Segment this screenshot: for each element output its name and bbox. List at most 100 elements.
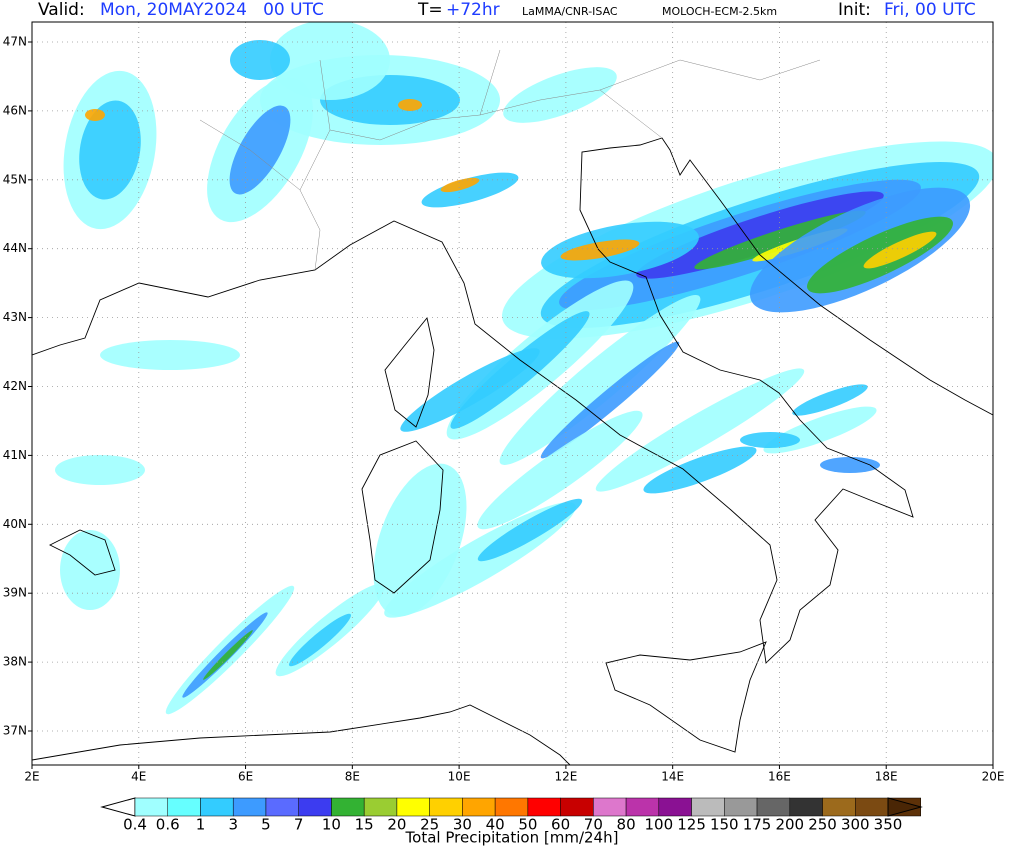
colorbar-label: 3 (228, 816, 238, 834)
colorbar-box (200, 797, 234, 817)
precip-area (230, 40, 290, 80)
colorbar-label: 175 (743, 816, 772, 834)
colorbar-box (658, 797, 692, 817)
lon-label: 10E (448, 770, 471, 784)
lon-label: 4E (131, 770, 146, 784)
colorbar-label: 250 (808, 816, 837, 834)
precip-area (477, 410, 643, 530)
precip-area (560, 239, 640, 261)
colorbar-label: 15 (355, 816, 374, 834)
colorbar-box (462, 797, 496, 817)
colorbar-end (100, 797, 136, 817)
init-label: Init: (838, 0, 871, 20)
colorbar-label: 70 (584, 816, 603, 834)
colorbar-box (494, 797, 529, 817)
colorbar-box (331, 797, 365, 817)
precip-area (270, 22, 390, 100)
source: LaMMA/CNR-ISAC (522, 5, 618, 18)
colorbar-label: 150 (710, 816, 739, 834)
colorbar-box (625, 797, 660, 817)
colorbar-label: 7 (294, 816, 304, 834)
precip-area (55, 455, 145, 485)
colorbar: 0.4 0.6 1 3 5 7 10 15 20 25 30 40 50 60 70 80 100 125 150 1… (100, 797, 923, 834)
colorbar-label: 0.6 (156, 816, 180, 834)
graticule: 47N 46N 45N 44N 43N 42N 41N 40N 39N 38N 37N 2E 4E 6E 8… (3, 22, 1004, 784)
borders (199, 49, 821, 271)
lat-label: 46N (3, 103, 27, 117)
precip-area (792, 384, 868, 416)
colorbar-label: 350 (874, 816, 903, 834)
colorbar-box (232, 797, 267, 817)
precip-area (499, 295, 701, 465)
colorbar-box (691, 797, 725, 817)
precip-area (440, 177, 480, 193)
precip-area (203, 630, 253, 680)
lon-label: 6E (238, 770, 253, 784)
colorbar-box (167, 797, 201, 817)
lat-label: 43N (3, 310, 27, 324)
colorbar-box (593, 797, 627, 817)
colorbar-label: 60 (551, 816, 570, 834)
coastlines (32, 49, 993, 765)
lon-label: 18E (875, 770, 898, 784)
colorbar-label: 100 (645, 816, 674, 834)
lon-label: 2E (24, 770, 39, 784)
precip-area (503, 67, 617, 123)
valid-time: Mon, 20MAY2024 00 UTC (100, 0, 324, 20)
lat-label: 47N (3, 35, 27, 49)
precip-area (229, 105, 291, 195)
map-frame (31, 21, 994, 766)
precip-area (398, 99, 422, 111)
coastline (32, 137, 993, 664)
colorbar-label: 0.4 (123, 816, 147, 834)
lat-label: 41N (3, 448, 27, 462)
balearics (48, 529, 116, 576)
precip-area (79, 100, 141, 200)
colorbar-box (134, 797, 168, 817)
sardinia (361, 440, 444, 594)
colorbar-label: 200 (775, 816, 804, 834)
lon-label: 12E (554, 770, 577, 784)
t-label: T= (417, 0, 443, 20)
precip-area (643, 446, 757, 494)
precip-area (740, 432, 800, 448)
corsica (384, 316, 435, 428)
lat-label: 39N (3, 586, 27, 600)
lat-label: 37N (3, 724, 27, 738)
lat-label: 40N (3, 517, 27, 531)
colorbar-label: 50 (518, 816, 537, 834)
lat-label: 42N (3, 379, 27, 393)
lon-label: 16E (768, 770, 791, 784)
precip-area (477, 498, 583, 562)
precip-area (60, 530, 120, 610)
colorbar-box (855, 797, 889, 817)
init-time: Fri, 00 UTC (884, 0, 976, 20)
colorbar-title: Total Precipitation [mm/24h] (405, 829, 619, 847)
colorbar-label: 1 (196, 816, 206, 834)
precip-area (820, 457, 880, 473)
precip-area (595, 368, 805, 492)
lat-label: 38N (3, 655, 27, 669)
colorbar-box (527, 797, 561, 817)
lat-label: 44N (3, 241, 27, 255)
colorbar-box (265, 797, 299, 817)
precip-area (636, 191, 884, 279)
precip-area (540, 341, 680, 459)
colorbar-box (756, 797, 791, 817)
colorbar-box (298, 797, 332, 817)
colorbar-box (396, 797, 430, 817)
precip-area (863, 231, 937, 269)
colorbar-label: 125 (677, 816, 706, 834)
colorbar-end (887, 797, 923, 817)
precip-area (289, 613, 351, 667)
forecast-hour: +72hr (446, 0, 500, 20)
colorbar-label: 5 (261, 816, 271, 834)
valid-label: Valid: (38, 0, 85, 20)
lon-label: 14E (661, 770, 684, 784)
colorbar-box (789, 797, 823, 817)
colorbar-label: 300 (841, 816, 870, 834)
colorbar-box (724, 797, 758, 817)
africa-coast (32, 704, 571, 765)
